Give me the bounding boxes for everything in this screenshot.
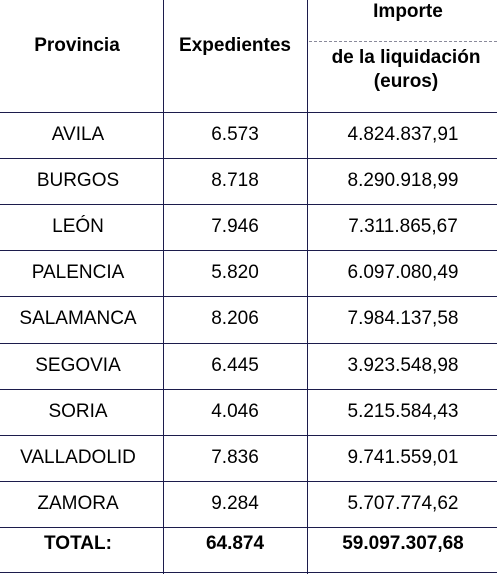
row-divider [0, 204, 497, 206]
table-cell: 3.923.548,98 [347, 354, 459, 376]
table-cell: SEGOVIA [35, 354, 121, 376]
column-divider [163, 0, 164, 574]
row-divider [0, 388, 497, 390]
table-cell: 5.820 [211, 262, 259, 284]
total-cell: 64.874 [205, 532, 265, 554]
table-cell: 8.290.918,99 [347, 170, 459, 192]
column-divider [307, 0, 308, 574]
table-cell: SALAMANCA [19, 308, 137, 330]
table-cell: 4.824.837,91 [347, 124, 459, 146]
table-cell: BURGOS [36, 170, 120, 192]
row-divider [0, 342, 497, 344]
table-cell: 9.741.559,01 [347, 446, 459, 468]
table-cell: 7.984.137,58 [347, 308, 459, 330]
header-divider [309, 41, 497, 42]
table-cell: SORIA [48, 400, 108, 422]
header-cell: Provincia [34, 35, 120, 56]
total-cell: 59.097.307,68 [342, 532, 464, 554]
header-cell: Expedientes [179, 35, 291, 56]
table-cell: 7.946 [211, 216, 259, 238]
row-divider [0, 112, 497, 113]
header-cell: de la liquidación [331, 47, 481, 68]
row-divider [0, 250, 497, 252]
table-cell: 6.097.080,49 [347, 262, 459, 284]
header-cell: (euros) [373, 71, 439, 92]
table-cell: 9.284 [211, 492, 259, 514]
total-cell: TOTAL: [44, 532, 112, 554]
table-cell: LEÓN [52, 216, 104, 238]
table-cell: 6.445 [211, 354, 259, 376]
row-divider [0, 158, 497, 160]
table-cell: PALENCIA [31, 262, 125, 284]
table-cell: ZAMORA [37, 492, 119, 514]
table-cell: 4.046 [211, 400, 259, 422]
table-cell: 7.836 [211, 446, 259, 468]
row-divider [0, 480, 497, 482]
table-cell: VALLADOLID [20, 446, 136, 468]
table-cell: 6.573 [211, 124, 259, 146]
row-divider [0, 572, 497, 573]
row-divider [0, 296, 497, 298]
table-cell: 8.718 [211, 170, 259, 192]
header-cell: Importe [373, 1, 443, 22]
table-cell: 5.215.584,43 [347, 400, 459, 422]
table-cell: AVILA [51, 124, 105, 146]
table-cell: 7.311.865,67 [348, 216, 458, 238]
table-cell: 5.707.774,62 [347, 492, 459, 514]
row-divider [0, 526, 497, 528]
table-cell: 8.206 [211, 308, 259, 330]
row-divider [0, 434, 497, 436]
